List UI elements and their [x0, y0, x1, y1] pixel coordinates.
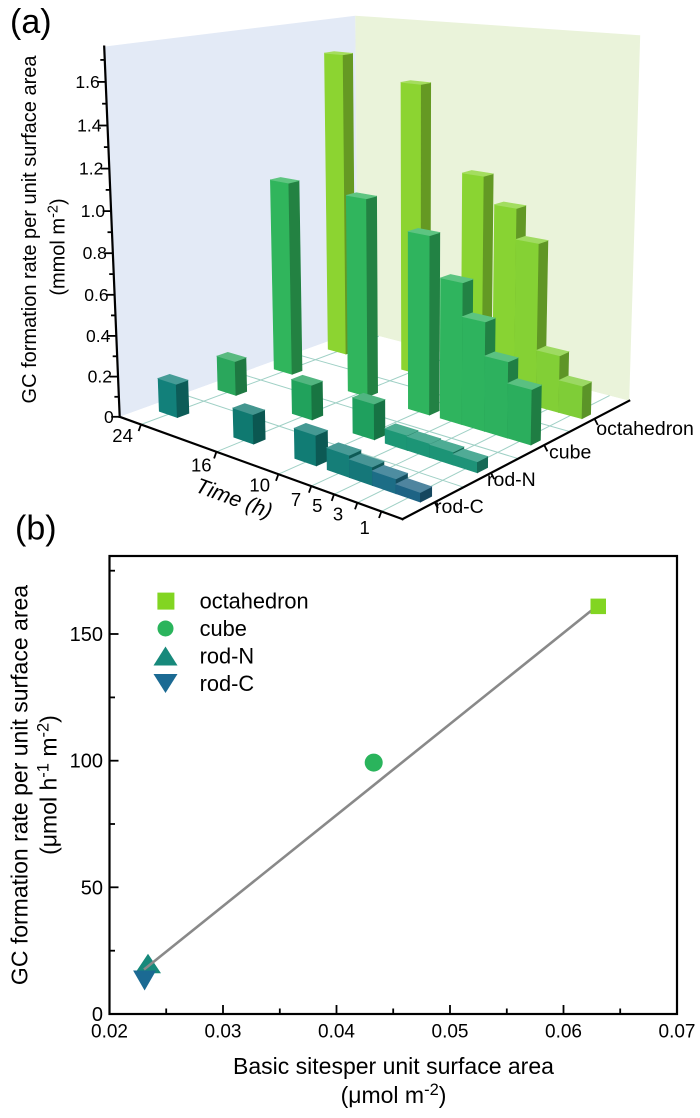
svg-text:rod-C: rod-C [435, 496, 484, 518]
svg-text:(μmol h-1 m-2): (μmol h-1 m-2) [35, 715, 62, 855]
svg-text:24: 24 [112, 425, 133, 446]
svg-text:0: 0 [104, 407, 114, 427]
svg-text:rod-C: rod-C [200, 671, 255, 696]
svg-text:rod-N: rod-N [200, 644, 255, 669]
svg-text:(a): (a) [10, 3, 52, 41]
svg-text:3: 3 [333, 504, 343, 525]
svg-text:0.04: 0.04 [318, 1022, 355, 1043]
svg-text:GC formation rate per unit sur: GC formation rate per unit surface area [7, 585, 33, 985]
svg-text:(mmol m-2): (mmol m-2) [46, 198, 70, 295]
svg-text:octahedron: octahedron [596, 418, 694, 440]
svg-text:rod-N: rod-N [487, 469, 536, 491]
svg-text:(μmol m-2): (μmol m-2) [341, 1081, 447, 1108]
svg-text:16: 16 [191, 454, 212, 475]
svg-text:0.06: 0.06 [545, 1022, 582, 1043]
svg-text:(b): (b) [15, 510, 57, 548]
svg-text:0.02: 0.02 [91, 1022, 128, 1043]
svg-text:100: 100 [70, 751, 103, 773]
svg-text:1.2: 1.2 [79, 159, 103, 179]
svg-text:cube: cube [200, 616, 247, 641]
svg-text:1.4: 1.4 [77, 116, 102, 136]
svg-text:0.6: 0.6 [84, 285, 108, 305]
svg-text:7: 7 [291, 489, 301, 510]
svg-text:10: 10 [249, 475, 270, 496]
svg-text:0.2: 0.2 [88, 367, 112, 387]
svg-text:0.05: 0.05 [432, 1022, 469, 1043]
svg-text:5: 5 [312, 495, 322, 516]
svg-text:1.0: 1.0 [81, 201, 106, 221]
svg-text:0.03: 0.03 [205, 1022, 242, 1043]
svg-text:0.4: 0.4 [86, 326, 111, 346]
svg-text:0.8: 0.8 [83, 243, 107, 263]
svg-text:0: 0 [92, 1004, 103, 1026]
svg-text:cube: cube [549, 442, 591, 464]
svg-text:1: 1 [360, 517, 370, 538]
svg-text:Basic sitesper unit surface ar: Basic sitesper unit surface area [233, 1053, 554, 1079]
svg-text:GC formation rate per unit sur: GC formation rate per unit surface area [19, 55, 41, 404]
svg-text:1.6: 1.6 [75, 72, 99, 92]
svg-text:150: 150 [70, 624, 103, 646]
svg-text:50: 50 [81, 877, 103, 899]
svg-text:0.07: 0.07 [659, 1022, 696, 1043]
svg-text:octahedron: octahedron [200, 589, 309, 614]
